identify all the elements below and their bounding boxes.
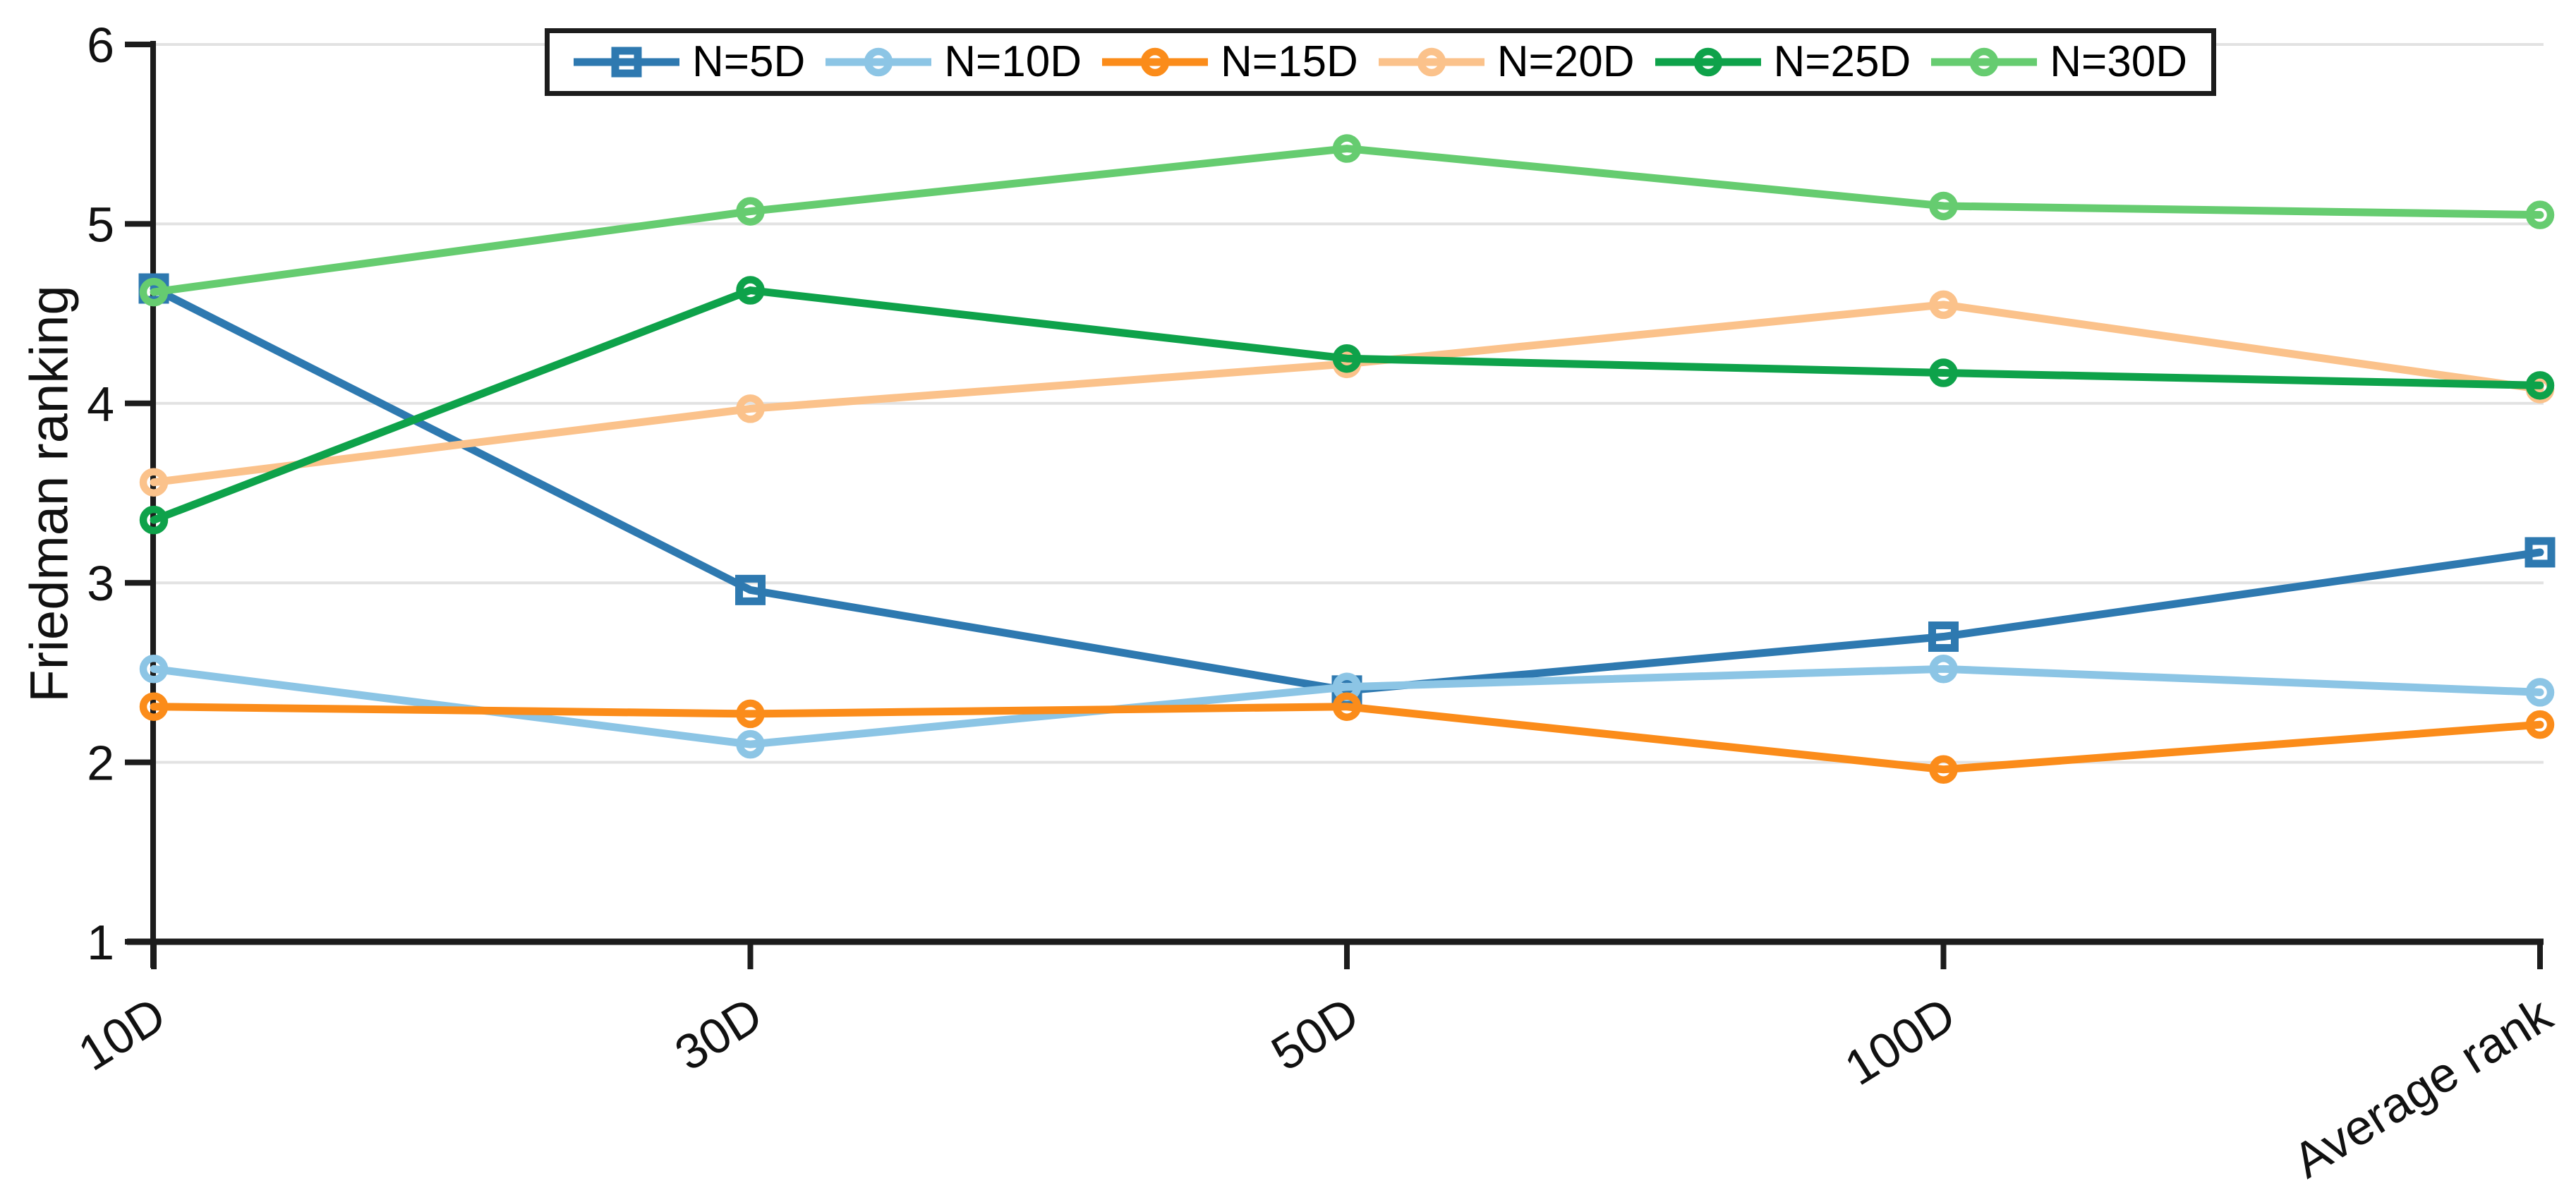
legend-marker-circle-icon	[1655, 47, 1761, 77]
legend-marker-square-icon	[574, 47, 679, 78]
series-N=15D	[139, 692, 2555, 784]
legend-item-N=15D: N=15D	[1102, 40, 1358, 85]
marker-N=20D-100D	[1929, 290, 1958, 320]
legend-item-label: N=20D	[1496, 37, 1635, 86]
marker-N=15D-100D	[1929, 755, 1958, 784]
marker-N=5D-Average rank	[2524, 537, 2556, 568]
marker-N=25D-100D	[1929, 358, 1958, 387]
legend-item-label: N=10D	[944, 37, 1082, 86]
marker-N=30D-50D	[1332, 134, 1362, 163]
y-tick-label: 6	[87, 18, 114, 73]
x-tick-labels: 10D 30D 50D 100D Average rank	[69, 986, 2562, 1189]
series-line-N=30D	[150, 145, 2544, 296]
y-tick-label: 4	[87, 377, 114, 432]
marker-N=25D-30D	[736, 276, 765, 305]
marker-N=20D-10D	[139, 468, 169, 497]
y-tick-label: 2	[87, 736, 114, 791]
marker-N=10D-Average rank	[2525, 678, 2555, 707]
marker-N=30D-30D	[736, 197, 765, 226]
y-tick-label: 3	[87, 556, 114, 611]
marker-N=5D-30D	[735, 574, 766, 605]
legend-item-N=30D: N=30D	[1931, 40, 2187, 85]
marker-N=5D-100D	[1928, 621, 1959, 653]
series-N=25D	[139, 276, 2555, 535]
marker-N=15D-Average rank	[2525, 710, 2555, 739]
marker-N=10D-100D	[1929, 655, 1958, 684]
chart-legend: N=5D N=10D N=15D N=20D N=25D N=30D	[545, 28, 2216, 96]
legend-marker-circle-icon	[1102, 47, 1209, 77]
y-tick-label: 5	[87, 197, 114, 252]
marker-N=15D-10D	[139, 692, 169, 721]
series-line-N=25D	[150, 286, 2544, 524]
marker-N=30D-10D	[139, 277, 169, 307]
marker-N=30D-100D	[1929, 191, 1958, 221]
legend-item-N=20D: N=20D	[1378, 37, 1635, 86]
legend-item-label: N=25D	[1773, 37, 1911, 86]
y-tick-labels: 1 2 3 4 5 6	[87, 18, 114, 970]
marker-N=15D-50D	[1332, 692, 1362, 721]
legend-item-N=25D: N=25D	[1655, 40, 1911, 85]
x-tick-label: 10D	[69, 987, 175, 1081]
marker-N=25D-50D	[1332, 344, 1362, 373]
series-N=30D	[139, 134, 2555, 307]
x-tick-label: Average rank	[2284, 986, 2562, 1189]
legend-item-label: N=5D	[692, 37, 806, 86]
marker-N=25D-10D	[139, 505, 169, 535]
y-tick-label: 1	[87, 915, 114, 970]
marker-N=25D-Average rank	[2525, 371, 2555, 400]
x-tick-label: 50D	[1262, 987, 1368, 1081]
legend-item-N=10D: N=10D	[826, 40, 1082, 85]
legend-item-label: N=30D	[2050, 37, 2187, 86]
marker-N=10D-10D	[139, 655, 169, 684]
y-axis-title: Friedman ranking	[19, 285, 80, 703]
legend-item-N=5D: N=5D	[574, 40, 805, 85]
x-tick-label: 30D	[665, 987, 771, 1081]
series-line-N=20D	[150, 301, 2544, 487]
axes	[125, 41, 2544, 969]
marker-N=15D-30D	[736, 699, 765, 729]
marker-N=10D-30D	[736, 729, 765, 759]
series-line-N=15D	[150, 703, 2544, 774]
series-line-N=10D	[150, 665, 2544, 748]
legend-item-label: N=15D	[1221, 37, 1358, 86]
marker-N=20D-30D	[736, 394, 765, 423]
x-tick-label: 100D	[1835, 987, 1964, 1096]
legend-marker-circle-icon	[1378, 47, 1484, 77]
marker-N=30D-Average rank	[2525, 200, 2555, 229]
legend-marker-circle-icon	[1931, 47, 2038, 77]
legend-marker-circle-icon	[826, 47, 932, 77]
